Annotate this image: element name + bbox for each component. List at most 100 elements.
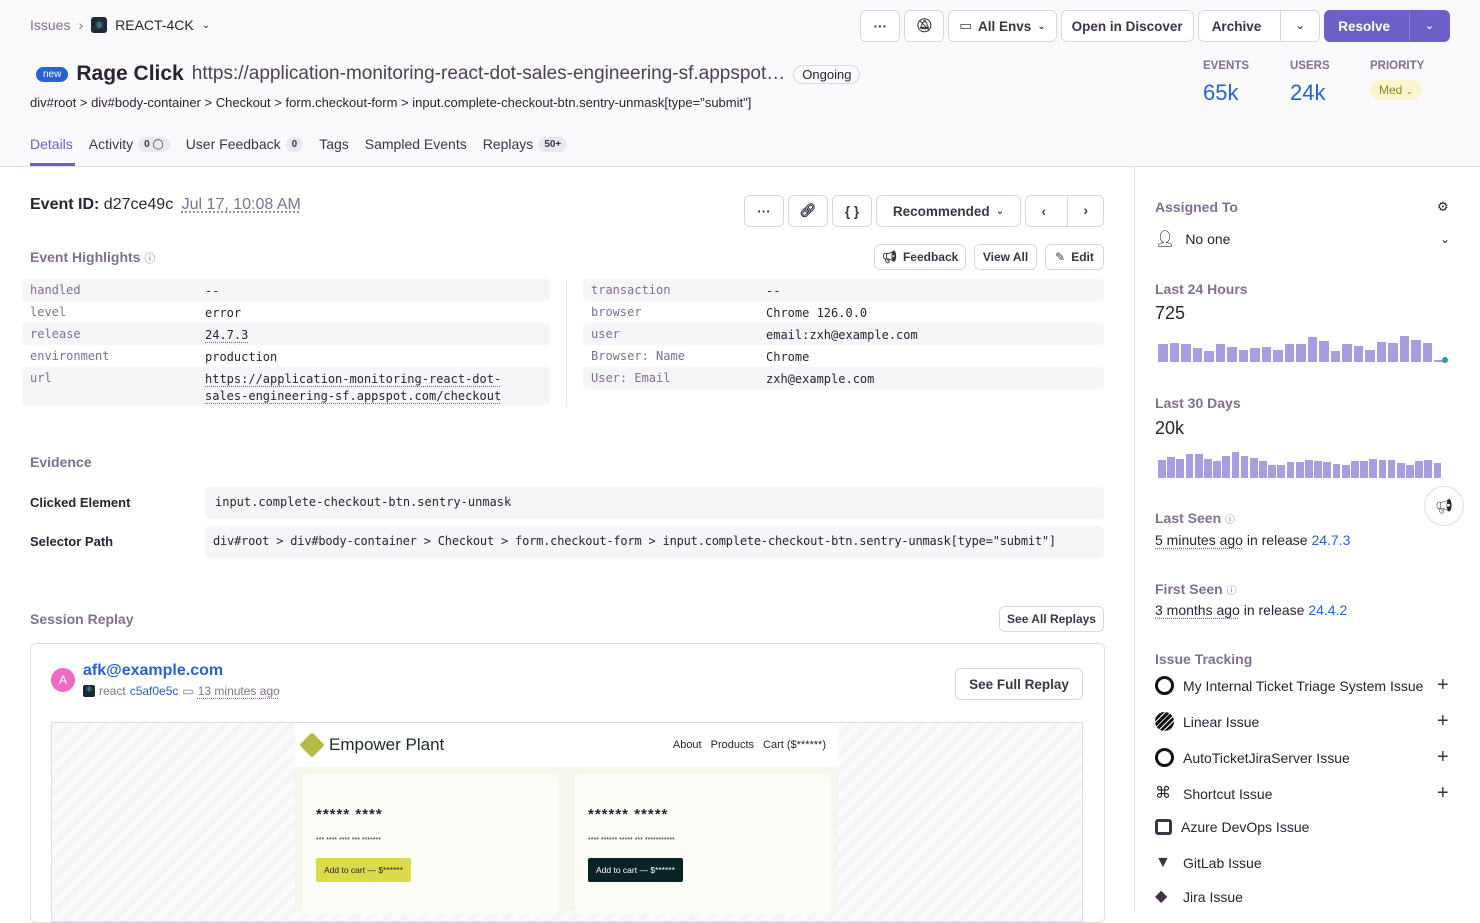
release-marker[interactable] — [1442, 357, 1448, 363]
chart-bar[interactable] — [1305, 459, 1313, 478]
replay-id-link[interactable]: c5af0e5c — [129, 684, 179, 698]
chart-bar[interactable] — [1227, 346, 1237, 362]
chart-bar[interactable] — [1222, 455, 1231, 478]
chart-bar[interactable] — [1277, 465, 1286, 478]
last-seen-release-link[interactable]: 24.7.3 — [1311, 532, 1351, 548]
chart-bar[interactable] — [1158, 343, 1168, 362]
chart-bar[interactable] — [1314, 461, 1322, 478]
view-all-button[interactable]: View All — [974, 244, 1037, 270]
tracking-item-azure-devops[interactable]: Azure DevOps Issue — [1155, 819, 1309, 835]
copy-link-button[interactable]: 🔗︎ — [788, 195, 828, 227]
chart-bar[interactable] — [1215, 344, 1225, 362]
feedback-button[interactable]: 📢︎ Feedback — [874, 244, 966, 270]
first-seen-release-link[interactable]: 24.4.2 — [1308, 602, 1348, 618]
chart-bar[interactable] — [1353, 346, 1363, 362]
resolve-options-chevron-icon[interactable]: ⌄ — [1409, 11, 1449, 41]
breadcrumb-issues[interactable]: Issues — [30, 17, 71, 33]
chart-bar[interactable] — [1350, 460, 1359, 478]
chart-bar[interactable] — [1204, 351, 1214, 362]
chart-bar[interactable] — [1238, 349, 1248, 362]
mute-notifications-button[interactable]: 🔕︎ — [904, 10, 945, 42]
chart-bar[interactable] — [1158, 459, 1166, 478]
event-id[interactable]: d27ce49c — [103, 196, 174, 213]
chart-bar[interactable] — [1341, 465, 1350, 478]
chart-bar[interactable] — [1307, 337, 1317, 362]
chart-bar[interactable] — [1406, 465, 1414, 478]
chart-bar[interactable] — [1250, 348, 1260, 362]
chart-bar[interactable] — [1261, 346, 1271, 362]
chart-bar[interactable] — [1176, 459, 1185, 478]
event-more-button[interactable]: ··· — [744, 195, 784, 227]
chart-bar[interactable] — [1268, 465, 1277, 478]
chart-bar[interactable] — [1342, 343, 1352, 362]
tracking-item-shortcut[interactable]: ⌘ Shortcut Issue — [1155, 785, 1273, 802]
chevron-down-icon[interactable]: ⌄ — [201, 19, 211, 31]
archive-button[interactable]: Archive — [1211, 18, 1262, 34]
open-in-discover-button[interactable]: Open in Discover — [1060, 10, 1194, 42]
archive-options-chevron-icon[interactable]: ⌄ — [1280, 11, 1319, 41]
chart-bar[interactable] — [1360, 460, 1368, 478]
chart-bar[interactable] — [1434, 360, 1444, 362]
chart-bar[interactable] — [1295, 462, 1304, 478]
tab-user-feedback[interactable]: User Feedback 0 — [186, 136, 304, 152]
chart-bar[interactable] — [1399, 336, 1409, 362]
chart-bar[interactable] — [1424, 460, 1433, 478]
chart-bar[interactable] — [1185, 453, 1194, 478]
chart-bar[interactable] — [1286, 462, 1295, 478]
chart-bar[interactable] — [1365, 349, 1375, 362]
last-24-hours-chart[interactable] — [1158, 332, 1444, 362]
see-full-replay-button[interactable]: See Full Replay — [955, 668, 1083, 700]
chart-bar[interactable] — [1194, 453, 1203, 478]
chart-bar[interactable] — [1213, 460, 1221, 478]
add-issue-plus-icon[interactable]: + — [1437, 710, 1449, 732]
chart-bar[interactable] — [1319, 341, 1329, 362]
feedback-megaphone-button[interactable]: 📢︎ — [1424, 486, 1464, 526]
chart-bar[interactable] — [1181, 344, 1191, 362]
tab-tags[interactable]: Tags — [319, 136, 349, 152]
tracking-item-internal-ticket[interactable]: My Internal Ticket Triage System Issue — [1155, 676, 1423, 695]
chart-bar[interactable] — [1330, 351, 1340, 362]
tracking-item-gitlab[interactable]: ▼ GitLab Issue — [1155, 854, 1262, 871]
chart-bar[interactable] — [1296, 343, 1306, 362]
chart-bar[interactable] — [1433, 463, 1442, 478]
tracking-item-jira[interactable]: ◆ Jira Issue — [1155, 888, 1243, 905]
assignee-dropdown[interactable]: 👤︎ No one ⌄ — [1155, 229, 1450, 249]
highlight-value[interactable]: 24.7.3 — [205, 328, 249, 342]
chart-bar[interactable] — [1192, 347, 1202, 362]
add-issue-plus-icon[interactable]: + — [1437, 782, 1449, 804]
chart-bar[interactable] — [1369, 458, 1378, 478]
chart-bar[interactable] — [1396, 462, 1405, 478]
tab-activity[interactable]: Activity 0 ◯ — [89, 136, 170, 152]
breadcrumb-project[interactable]: REACT-4CK — [115, 17, 194, 33]
chart-bar[interactable] — [1259, 460, 1267, 478]
tab-details[interactable]: Details — [30, 136, 73, 152]
see-all-replays-button[interactable]: See All Replays — [999, 606, 1104, 632]
tracking-item-linear[interactable]: Linear Issue — [1155, 712, 1259, 731]
environment-dropdown[interactable]: ▭ All Envs ⌄ — [948, 10, 1057, 42]
chart-bar[interactable] — [1388, 342, 1398, 362]
event-sort-dropdown[interactable]: Recommended ⌄ — [876, 195, 1021, 227]
chart-bar[interactable] — [1284, 344, 1294, 362]
chart-bar[interactable] — [1231, 452, 1240, 478]
chart-bar[interactable] — [1323, 462, 1332, 478]
tracking-item-autoticket-jira[interactable]: AutoTicketJiraServer Issue — [1155, 748, 1350, 767]
next-event-button[interactable]: › — [1067, 196, 1103, 226]
chart-bar[interactable] — [1411, 340, 1421, 362]
chart-bar[interactable] — [1249, 457, 1258, 478]
gear-icon[interactable]: ⚙ — [1437, 199, 1449, 214]
tab-sampled-events[interactable]: Sampled Events — [365, 136, 467, 152]
events-stat[interactable]: EVENTS 65k — [1203, 60, 1249, 106]
tab-replays[interactable]: Replays 50+ — [483, 136, 568, 152]
highlight-value[interactable]: https://application-monitoring-react-dot… — [205, 372, 502, 403]
chart-bar[interactable] — [1167, 457, 1175, 478]
previous-event-button[interactable]: ‹ — [1041, 203, 1046, 219]
chart-bar[interactable] — [1169, 342, 1179, 362]
chart-bar[interactable] — [1332, 464, 1341, 478]
chart-bar[interactable] — [1378, 459, 1387, 478]
priority-dropdown[interactable]: Med ⌄ — [1370, 80, 1423, 100]
chart-bar[interactable] — [1422, 342, 1432, 362]
more-actions-button[interactable]: ··· — [860, 10, 901, 42]
last-30-days-chart[interactable] — [1158, 448, 1442, 478]
json-button[interactable]: { } — [832, 195, 872, 227]
users-stat[interactable]: USERS 24k — [1290, 60, 1330, 106]
